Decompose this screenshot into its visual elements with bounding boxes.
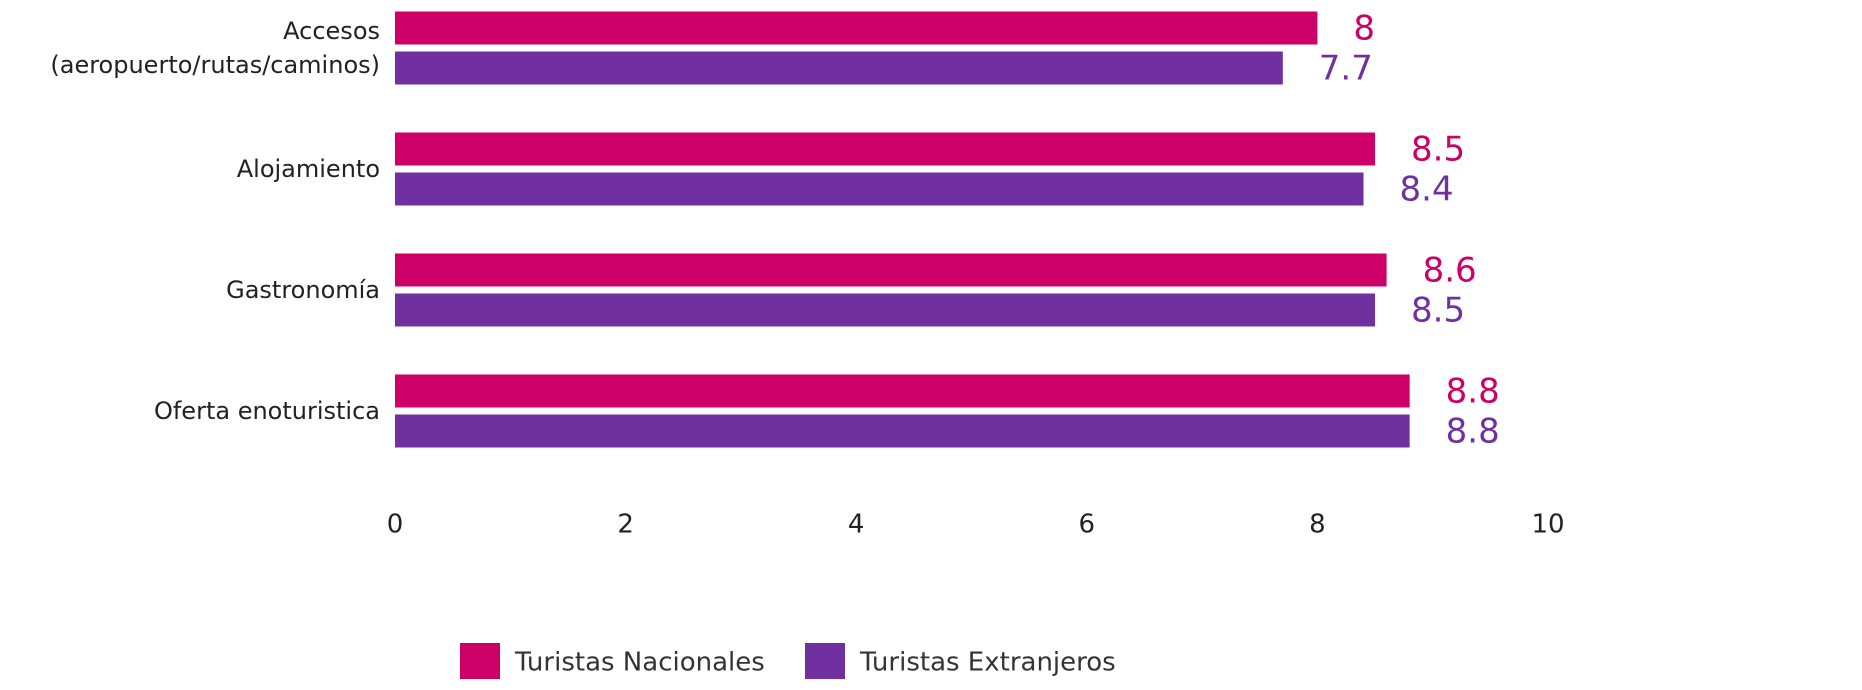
bar — [395, 293, 1376, 327]
value-label: 8.6 — [1423, 251, 1477, 291]
bar — [395, 414, 1410, 448]
bar — [395, 51, 1283, 85]
x-tick-label: 8 — [1309, 510, 1326, 540]
bar — [395, 132, 1376, 166]
x-tick-label: 0 — [387, 510, 404, 540]
y-tick-label: Gastronomía — [226, 276, 380, 304]
legend-swatch — [460, 643, 500, 679]
x-tick-label: 10 — [1531, 510, 1564, 540]
x-tick-label: 2 — [617, 510, 634, 540]
bar — [395, 253, 1387, 287]
value-label: 8.8 — [1446, 372, 1500, 412]
legend-swatch — [805, 643, 845, 679]
value-label: 7.7 — [1319, 49, 1373, 89]
legend-label: Turistas Extranjeros — [859, 648, 1116, 678]
y-tick-label: Accesos (aeropuerto/rutas/caminos) — [50, 17, 380, 79]
x-tick-label: 4 — [848, 510, 865, 540]
bar — [395, 11, 1318, 45]
value-label: 8.4 — [1400, 170, 1454, 210]
value-label: 8.5 — [1411, 130, 1465, 170]
legend-label: Turistas Nacionales — [514, 648, 765, 678]
y-tick-label: Alojamiento — [236, 155, 380, 183]
bar — [395, 172, 1364, 206]
value-label: 8 — [1353, 9, 1375, 49]
value-label: 8.8 — [1446, 412, 1500, 452]
value-label: 8.5 — [1411, 291, 1465, 331]
y-tick-label: Oferta enoturistica — [153, 397, 380, 425]
bar — [395, 374, 1410, 408]
x-tick-label: 6 — [1079, 510, 1096, 540]
